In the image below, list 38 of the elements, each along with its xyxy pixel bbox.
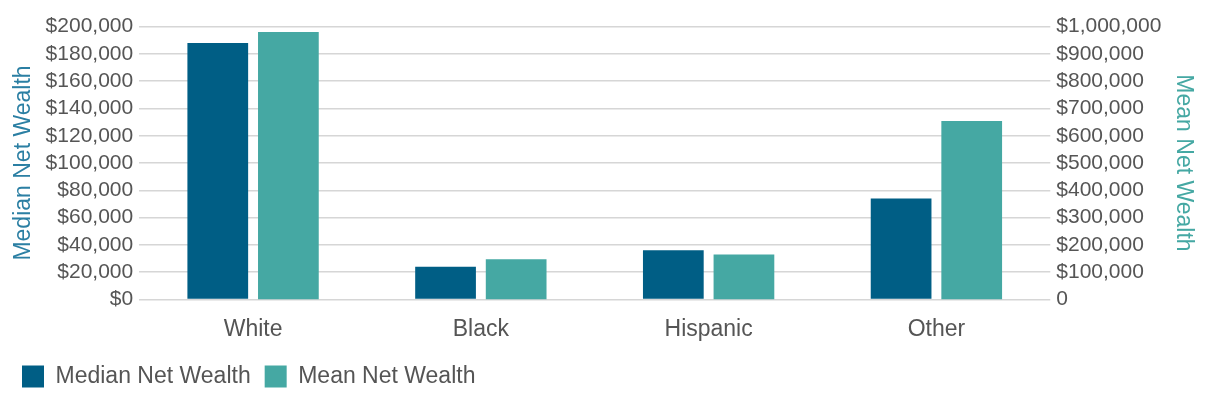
y2-tick-label: $600,000 (1056, 122, 1144, 146)
bar (485, 259, 547, 300)
bar (187, 42, 249, 299)
y2-tick-label: $400,000 (1056, 177, 1144, 201)
y-tick-label: $180,000 (45, 40, 134, 64)
bar (258, 32, 319, 300)
y-tick-label: $120,000 (45, 122, 134, 146)
y-tick-label: $100,000 (45, 149, 134, 173)
y2-tick-label: $300,000 (1056, 204, 1144, 228)
y-axis-title: Median Net Wealth (9, 65, 36, 261)
y2-tick-label: 0 (1056, 286, 1068, 310)
y2-tick-label: $500,000 (1056, 149, 1144, 173)
y2-tick-label: $700,000 (1056, 95, 1144, 119)
bar (415, 266, 476, 299)
x-tick-label: Hispanic (664, 314, 753, 341)
y2-tick-label: $900,000 (1056, 40, 1144, 64)
legend-label: Median Net Wealth (55, 361, 251, 388)
x-tick-label: Black (452, 314, 510, 341)
y-tick-label: $20,000 (57, 258, 134, 282)
bar (642, 250, 704, 299)
y-tick-label: $40,000 (57, 231, 134, 255)
y2-tick-label: $800,000 (1056, 67, 1144, 91)
bar (870, 198, 932, 299)
y-tick-label: $60,000 (57, 204, 134, 228)
bar (941, 120, 1003, 300)
x-tick-label: Other (907, 314, 966, 341)
y2-tick-label: $1,000,000 (1056, 13, 1162, 37)
y-tick-label: $140,000 (45, 95, 134, 119)
y2-tick-label: $200,000 (1056, 231, 1144, 255)
y2-tick-label: $100,000 (1056, 258, 1144, 282)
legend-label: Mean Net Wealth (298, 361, 476, 388)
y-tick-label: $160,000 (45, 67, 134, 91)
y-tick-label: $0 (109, 286, 134, 310)
y-tick-label: $80,000 (57, 177, 134, 201)
bar (713, 254, 775, 300)
x-tick-label: White (223, 314, 283, 341)
y2-axis-title: Mean Net Wealth (1171, 74, 1198, 252)
y-tick-label: $200,000 (45, 13, 134, 37)
